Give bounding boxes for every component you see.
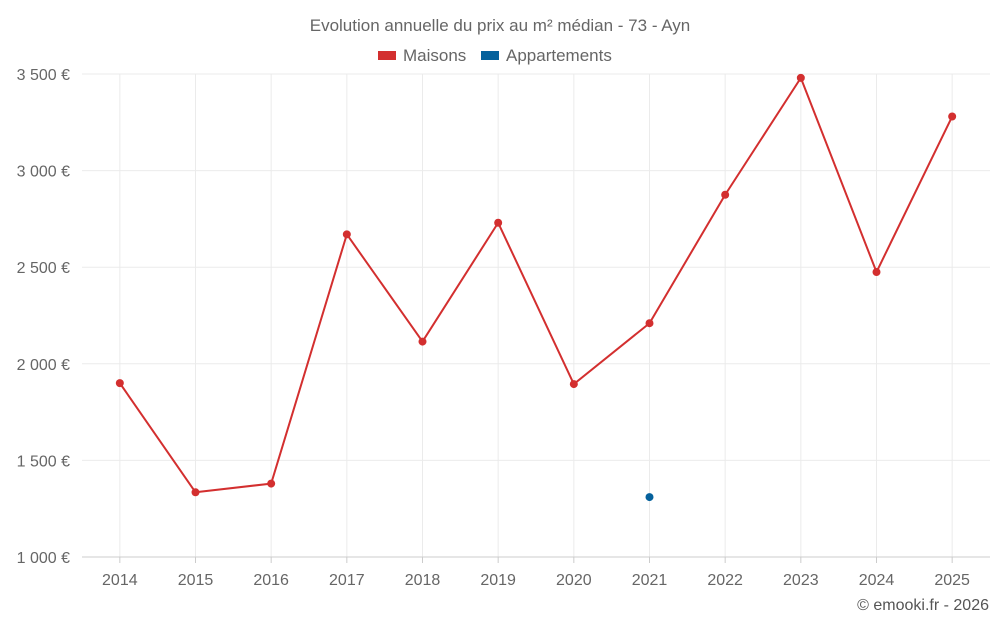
y-tick-label: 1 000 € [17, 550, 70, 567]
x-tick-label: 2019 [480, 572, 516, 589]
x-tick-label: 2025 [934, 572, 970, 589]
data-point-maisons-2022[interactable] [721, 190, 730, 199]
legend-label-maisons: Maisons [403, 46, 466, 65]
data-point-maisons-2019[interactable] [494, 218, 503, 227]
data-point-maisons-2017[interactable] [342, 230, 351, 239]
series-appartements [645, 493, 654, 502]
x-tick-label: 2014 [102, 572, 138, 589]
y-tick-label: 3 000 € [17, 164, 70, 181]
x-tick-label: 2017 [329, 572, 365, 589]
data-point-maisons-2016[interactable] [267, 479, 276, 488]
gridlines [82, 73, 990, 557]
x-tick-label: 2023 [783, 572, 819, 589]
chart-title: Evolution annuelle du prix au m² médian … [310, 16, 691, 35]
series-line-maisons [119, 76, 954, 494]
series-maisons [115, 73, 957, 497]
credit-text: © emooki.fr - 2026 [857, 597, 989, 614]
legend: Maisons Appartements [378, 46, 612, 65]
legend-label-appartements: Appartements [506, 46, 612, 65]
data-point-maisons-2020[interactable] [569, 380, 578, 389]
data-point-appartements-2021[interactable] [645, 493, 654, 502]
legend-swatch-maisons [378, 51, 396, 60]
legend-swatch-appartements [481, 51, 499, 60]
x-tick-label: 2021 [632, 572, 668, 589]
x-tick-label: 2018 [405, 572, 441, 589]
y-tick-label: 1 500 € [17, 453, 70, 470]
data-point-maisons-2024[interactable] [872, 268, 881, 277]
x-tick-label: 2016 [253, 572, 289, 589]
legend-item-maisons[interactable]: Maisons [378, 46, 466, 65]
y-tick-label: 2 000 € [17, 357, 70, 374]
data-point-maisons-2025[interactable] [948, 112, 957, 121]
y-axis: 1 000 € 1 500 € 2 000 € 2 500 € 3 000 € 3 500… [17, 67, 70, 567]
x-tick-label: 2015 [178, 572, 214, 589]
x-tick-label: 2024 [859, 572, 895, 589]
x-axis: 2014 2015 2016 2017 2018 2019 2020 2021 2022 2023… [82, 556, 990, 589]
series [115, 73, 957, 502]
y-tick-label: 3 500 € [17, 67, 70, 84]
data-point-maisons-2015[interactable] [191, 488, 200, 497]
x-tick-label: 2020 [556, 572, 592, 589]
data-point-maisons-2014[interactable] [115, 379, 124, 388]
data-point-maisons-2023[interactable] [796, 73, 805, 82]
x-tick-label: 2022 [707, 572, 743, 589]
legend-item-appartements[interactable]: Appartements [481, 46, 612, 65]
y-tick-label: 2 500 € [17, 260, 70, 277]
data-point-maisons-2021[interactable] [645, 319, 654, 328]
data-point-maisons-2018[interactable] [418, 337, 427, 346]
